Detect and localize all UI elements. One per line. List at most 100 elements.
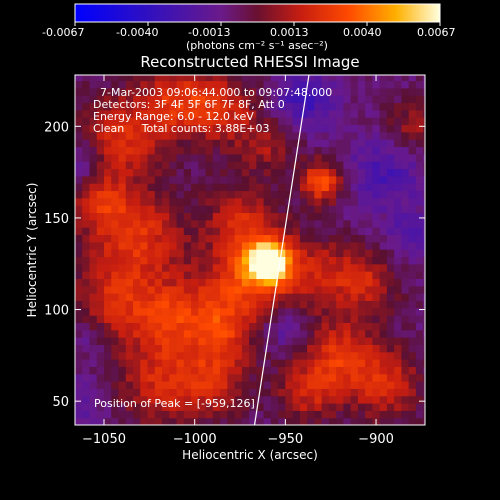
heatmap-cell	[191, 212, 199, 221]
heatmap-cell	[336, 75, 344, 82]
heatmap-cell	[249, 322, 257, 331]
heatmap-cell	[104, 388, 112, 397]
heatmap-cell	[212, 168, 221, 177]
heatmap-cell	[394, 190, 403, 199]
heatmap-cell	[343, 87, 352, 96]
heatmap-cell	[270, 410, 279, 419]
heatmap-cell	[140, 109, 149, 118]
heatmap-cell	[169, 131, 178, 140]
heatmap-cell	[220, 153, 228, 162]
heatmap-cell	[328, 293, 337, 301]
heatmap-cell	[415, 234, 424, 243]
heatmap-cell	[227, 410, 236, 419]
heatmap-cell	[198, 410, 207, 419]
heatmap-cell	[205, 75, 214, 82]
heatmap-cell	[263, 410, 272, 419]
heatmap-cell	[336, 80, 344, 89]
heatmap-cell	[249, 139, 257, 148]
heatmap-cell	[372, 249, 381, 258]
heatmap-cell	[307, 417, 315, 425]
heatmap-cell	[365, 285, 374, 294]
heatmap-cell	[220, 75, 228, 82]
heatmap-cell	[357, 315, 366, 323]
heatmap-cell	[307, 80, 315, 89]
heatmap-cell	[140, 337, 149, 345]
heatmap-cell	[162, 80, 170, 89]
heatmap-cell	[321, 95, 330, 104]
heatmap-cell	[256, 388, 265, 397]
heatmap-cell	[408, 381, 417, 389]
heatmap-cell	[386, 388, 395, 397]
heatmap-cell	[104, 249, 112, 258]
heatmap-cell	[205, 271, 214, 279]
heatmap-cell	[125, 241, 134, 250]
heatmap-cell	[220, 344, 228, 353]
heatmap-cell	[263, 131, 272, 140]
heatmap-cell	[176, 87, 185, 96]
heatmap-cell	[408, 388, 417, 397]
heatmap-cell	[249, 205, 257, 214]
heatmap-cell	[343, 124, 352, 133]
heatmap-cell	[408, 197, 417, 206]
heatmap-cell	[82, 212, 91, 221]
heatmap-cell	[278, 351, 286, 360]
heatmap-cell	[220, 241, 228, 250]
heatmap-cell	[227, 263, 236, 272]
heatmap-cell	[314, 300, 323, 309]
heatmap-cell	[147, 410, 156, 419]
heatmap-cell	[227, 278, 236, 287]
heatmap-cell	[75, 168, 83, 177]
heatmap-cell	[336, 256, 344, 265]
heatmap-cell	[336, 109, 344, 118]
heatmap-cell	[401, 300, 410, 309]
heatmap-cell	[408, 205, 417, 214]
heatmap-cell	[104, 190, 112, 199]
heatmap-cell	[162, 395, 170, 404]
heatmap-cell	[162, 241, 170, 250]
heatmap-cell	[89, 410, 98, 419]
heatmap-cell	[408, 285, 417, 294]
heatmap-cell	[328, 124, 337, 133]
heatmap-cell	[154, 403, 163, 411]
heatmap-cell	[104, 153, 112, 162]
heatmap-cell	[299, 212, 308, 221]
x-tick-label: −900	[358, 432, 394, 447]
heatmap-cell	[357, 117, 366, 126]
heatmap-cell	[111, 278, 120, 287]
heatmap-cell	[357, 417, 366, 425]
x-axis-label: Heliocentric X (arcsec)	[182, 448, 318, 462]
heatmap-cell	[220, 373, 228, 382]
heatmap-cell	[89, 417, 98, 425]
heatmap-cell	[292, 212, 301, 221]
heatmap-cell	[278, 337, 286, 345]
heatmap-cell	[198, 315, 207, 323]
heatmap-cell	[162, 109, 170, 118]
heatmap-cell	[162, 278, 170, 287]
heatmap-cell	[408, 403, 417, 411]
heatmap-cell	[394, 322, 403, 331]
heatmap-cell	[212, 395, 221, 404]
heatmap-cell	[111, 322, 120, 331]
heatmap-cell	[140, 403, 149, 411]
heatmap-cell	[212, 161, 221, 170]
heatmap-cell	[162, 373, 170, 382]
heatmap-cell	[423, 131, 425, 140]
heatmap-cell	[350, 131, 359, 140]
heatmap-cell	[408, 351, 417, 360]
heatmap-cell	[423, 366, 425, 375]
heatmap-cell	[212, 75, 221, 82]
heatmap-cell	[82, 197, 91, 206]
heatmap-cell	[133, 124, 141, 133]
heatmap-cell	[314, 256, 323, 265]
heatmap-cell	[140, 278, 149, 287]
heatmap-cell	[365, 256, 374, 265]
heatmap-cell	[89, 139, 98, 148]
heatmap-cell	[89, 403, 98, 411]
heatmap-cell	[249, 285, 257, 294]
heatmap-cell	[365, 359, 374, 367]
heatmap-cell	[394, 183, 403, 192]
heatmap-cell	[249, 278, 257, 287]
heatmap-cell	[154, 271, 163, 279]
heatmap-cell	[336, 322, 344, 331]
heatmap-cell	[423, 109, 425, 118]
